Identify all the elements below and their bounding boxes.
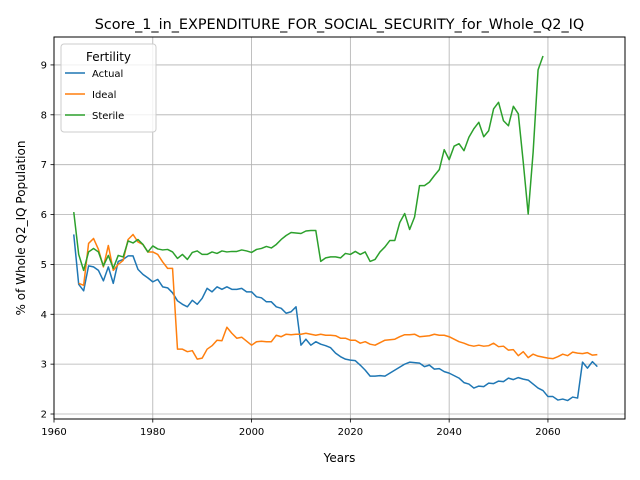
legend-title: Fertility bbox=[86, 50, 131, 64]
legend: Fertility Actual Ideal Sterile bbox=[60, 43, 157, 133]
y-axis-ticks: 2 3 4 5 6 7 8 9 bbox=[41, 60, 54, 421]
y-tick-label: 7 bbox=[41, 160, 47, 171]
x-axis-ticks: 1960 1980 2000 2020 2040 2060 bbox=[41, 419, 561, 438]
x-tick-label: 2060 bbox=[535, 427, 560, 438]
chart-title: Score_1_in_EXPENDITURE_FOR_SOCIAL_SECURI… bbox=[95, 17, 584, 33]
legend-box bbox=[60, 43, 157, 133]
y-tick-label: 4 bbox=[41, 310, 47, 321]
y-tick-label: 3 bbox=[41, 360, 47, 371]
legend-entries: Actual Ideal Sterile bbox=[65, 69, 124, 122]
y-tick-label: 6 bbox=[41, 210, 47, 221]
x-tick-label: 2020 bbox=[338, 427, 363, 438]
grid-lines bbox=[53, 37, 625, 419]
y-tick-label: 8 bbox=[41, 110, 47, 121]
series-line-sterile bbox=[73, 55, 544, 272]
y-tick-label: 5 bbox=[41, 260, 47, 271]
legend-label-ideal: Ideal bbox=[92, 90, 116, 101]
x-tick-label: 1960 bbox=[41, 427, 66, 438]
series-lines bbox=[73, 55, 598, 402]
x-tick-label: 2000 bbox=[239, 427, 264, 438]
series-line-actual bbox=[73, 234, 598, 402]
plot-frame bbox=[53, 36, 626, 420]
x-tick-label: 1980 bbox=[140, 427, 165, 438]
legend-label-sterile: Sterile bbox=[92, 111, 124, 122]
legend-label-actual: Actual bbox=[92, 69, 123, 80]
x-tick-label: 2040 bbox=[436, 427, 461, 438]
series-line-ideal bbox=[78, 233, 598, 360]
y-tick-label: 2 bbox=[41, 410, 47, 421]
y-tick-label: 9 bbox=[41, 60, 47, 71]
y-axis-label: % of Whole Q2_IQ Population bbox=[14, 141, 28, 316]
x-axis-label: Years bbox=[323, 451, 356, 465]
